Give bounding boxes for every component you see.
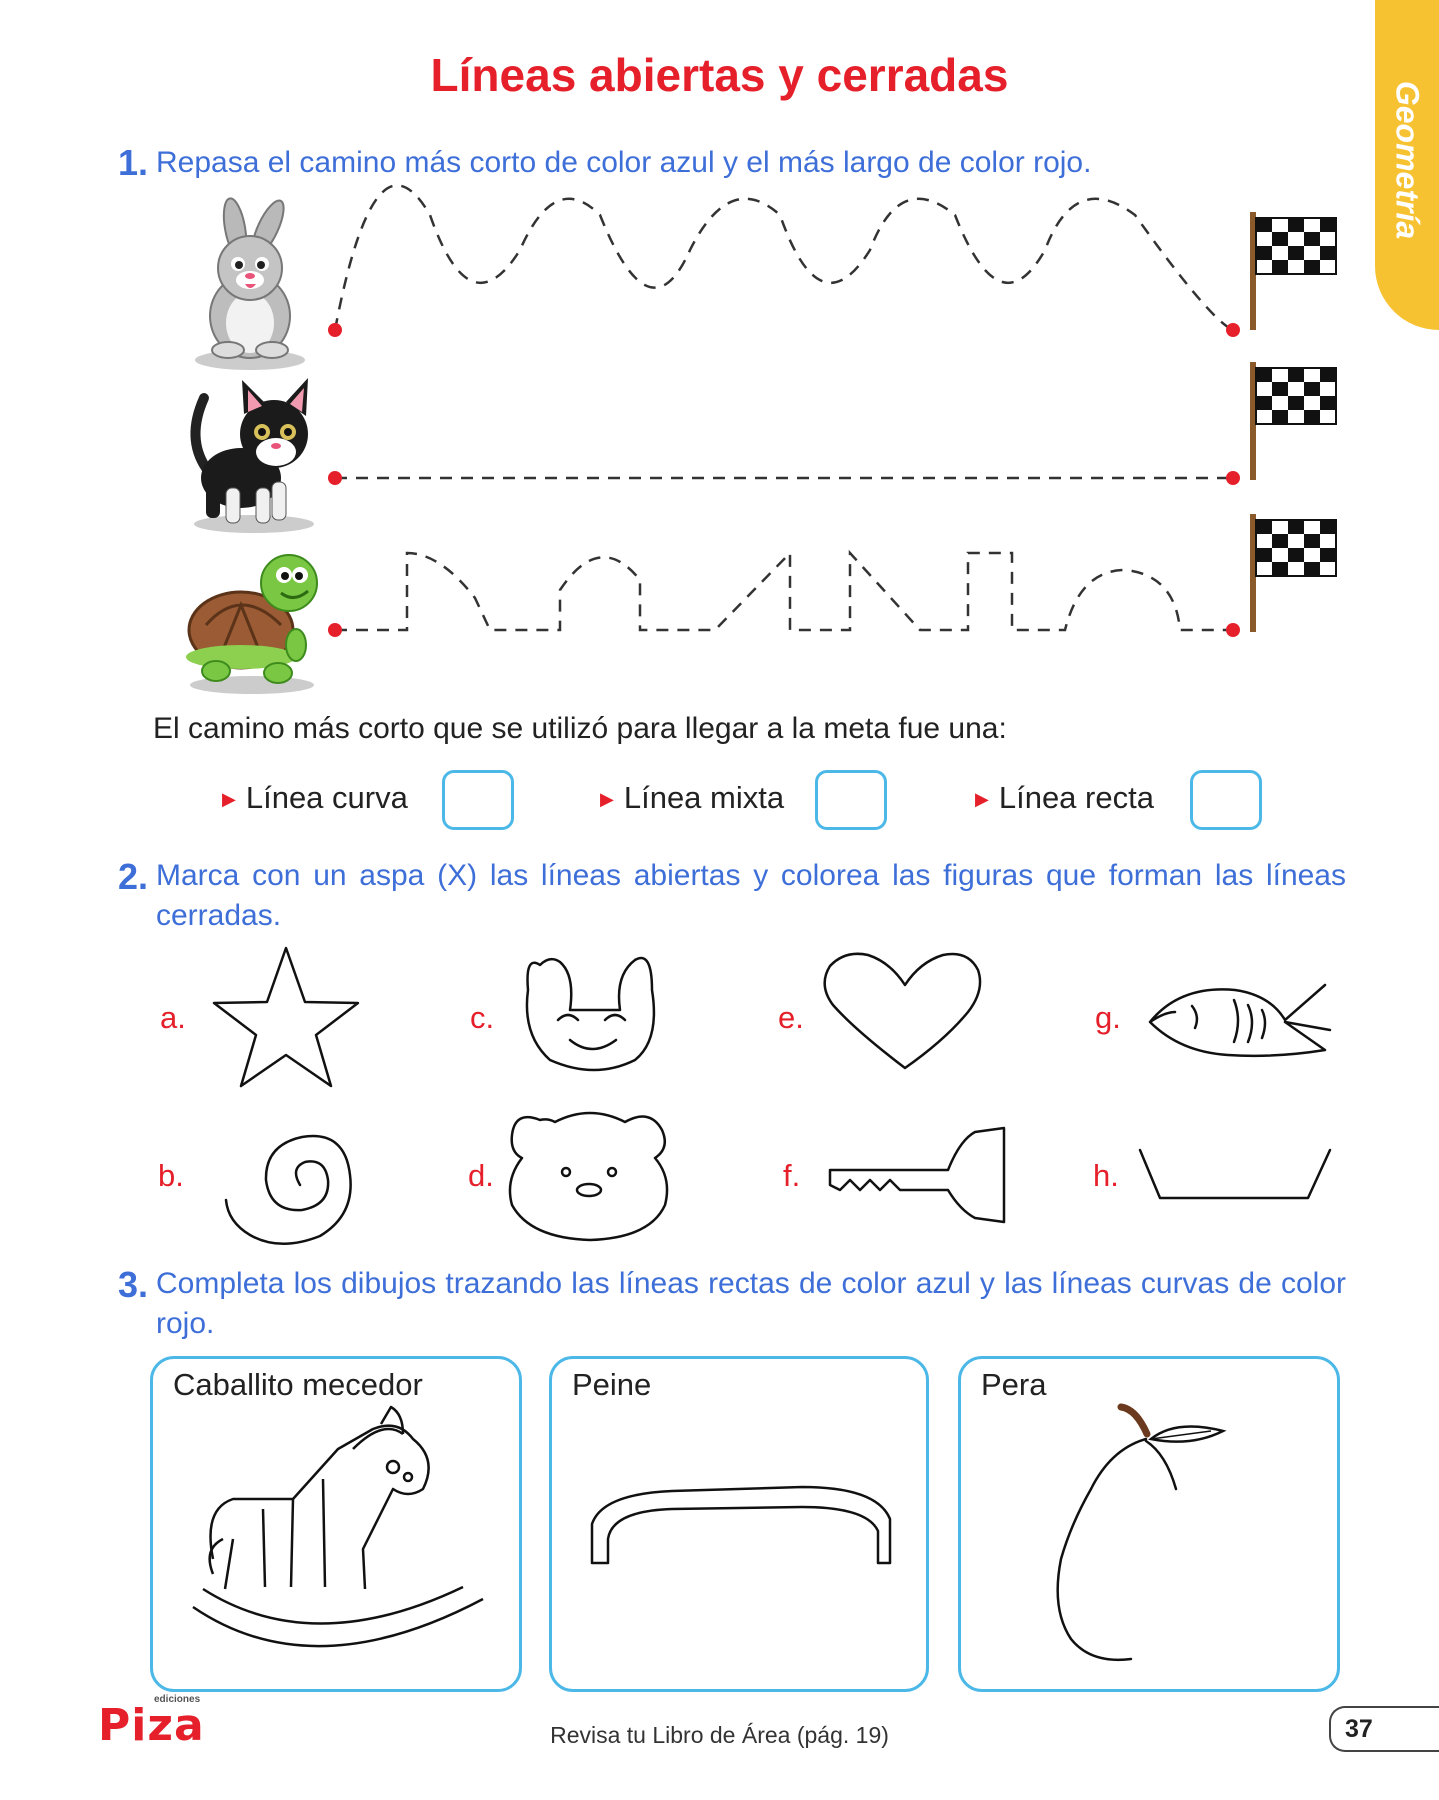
exercise2-number: 2. xyxy=(118,856,149,897)
card-comb[interactable]: Peine xyxy=(549,1356,929,1692)
curved-path xyxy=(333,184,1234,332)
option-label: Línea recta xyxy=(998,780,1154,815)
fish-shape[interactable] xyxy=(1148,983,1332,1058)
rocking-horse-drawing xyxy=(192,1405,484,1648)
item-letter-b: b. xyxy=(158,1158,184,1193)
triangle-bullet-icon: ▶ xyxy=(222,789,236,810)
exercise1-number: 1. xyxy=(118,142,149,183)
item-letter-d: d. xyxy=(468,1158,494,1193)
finish-flag-icon xyxy=(1250,514,1337,632)
fish-details xyxy=(1190,998,1267,1044)
end-dot xyxy=(1226,471,1240,485)
option-mixed: ▶ Línea mixta xyxy=(600,780,784,816)
exercise3-instruction: Completa los dibujos trazando las líneas… xyxy=(156,1267,1346,1340)
face-shape[interactable] xyxy=(525,956,656,1072)
item-letter-f: f. xyxy=(783,1158,801,1193)
triangle-bullet-icon: ▶ xyxy=(600,789,614,810)
heart-shape[interactable] xyxy=(823,952,982,1070)
item-letter-a: a. xyxy=(160,1000,186,1035)
option-label: Línea curva xyxy=(245,780,408,815)
exercise2-instruction: Marca con un aspa (X) las líneas abierta… xyxy=(156,859,1346,932)
shapes-drawing xyxy=(212,946,1332,1245)
triangle-bullet-icon: ▶ xyxy=(975,789,989,810)
end-dot xyxy=(1226,623,1240,637)
start-dot xyxy=(328,471,342,485)
end-dot xyxy=(1226,323,1240,337)
card-title: Caballito mecedor xyxy=(173,1367,423,1402)
item-letter-g: g. xyxy=(1095,1000,1121,1035)
option-straight: ▶ Línea recta xyxy=(975,780,1154,816)
answer-box-mixed[interactable] xyxy=(815,770,887,830)
side-tab: Geometría xyxy=(1375,0,1439,330)
exercise1-instruction: Repasa el camino más corto de color azul… xyxy=(156,146,1092,179)
option-curve: ▶ Línea curva xyxy=(222,780,408,816)
card-rocking-horse[interactable]: Caballito mecedor xyxy=(150,1356,522,1692)
logo-small-text: ediciones xyxy=(154,1694,201,1705)
start-dot xyxy=(328,623,342,637)
finish-flag-icon xyxy=(1250,362,1337,480)
item-letter-c: c. xyxy=(470,1000,495,1035)
publisher-logo: ediciones Piza xyxy=(98,1694,205,1751)
exercise3-number: 3. xyxy=(118,1264,149,1305)
pear-drawing xyxy=(1056,1403,1227,1661)
bunny-illustration xyxy=(195,197,305,370)
item-letter-e: e. xyxy=(778,1000,804,1035)
page-title: Líneas abiertas y cerradas xyxy=(430,49,1009,101)
finish-flag-icon xyxy=(1250,212,1337,330)
item-letter-h: h. xyxy=(1093,1158,1119,1193)
bear-shape[interactable] xyxy=(508,1111,669,1242)
option-label: Línea mixta xyxy=(623,780,785,815)
key-shape[interactable] xyxy=(828,1126,1006,1224)
paths-drawing xyxy=(328,184,1240,637)
footer-note: Revisa tu Libro de Área (pág. 19) xyxy=(550,1722,889,1748)
start-dot xyxy=(328,323,342,337)
cat-illustration xyxy=(190,378,314,533)
card-pear[interactable]: Pera xyxy=(958,1356,1340,1692)
comb-drawing xyxy=(590,1485,892,1565)
exercise1-question: El camino más corto que se utilizó para … xyxy=(153,712,1007,745)
turtle-illustration xyxy=(186,554,318,694)
card-title: Pera xyxy=(981,1367,1047,1402)
face-features xyxy=(556,1013,627,1051)
logo-main-text: Piza xyxy=(98,1700,205,1751)
open-trapezoid-shape[interactable] xyxy=(1138,1148,1332,1200)
star-shape[interactable] xyxy=(212,946,360,1088)
answer-box-straight[interactable] xyxy=(1190,770,1262,830)
answer-box-curve[interactable] xyxy=(442,770,514,830)
card-title: Peine xyxy=(572,1367,652,1402)
page-number: 37 xyxy=(1329,1706,1439,1752)
spiral-shape[interactable] xyxy=(224,1134,352,1245)
